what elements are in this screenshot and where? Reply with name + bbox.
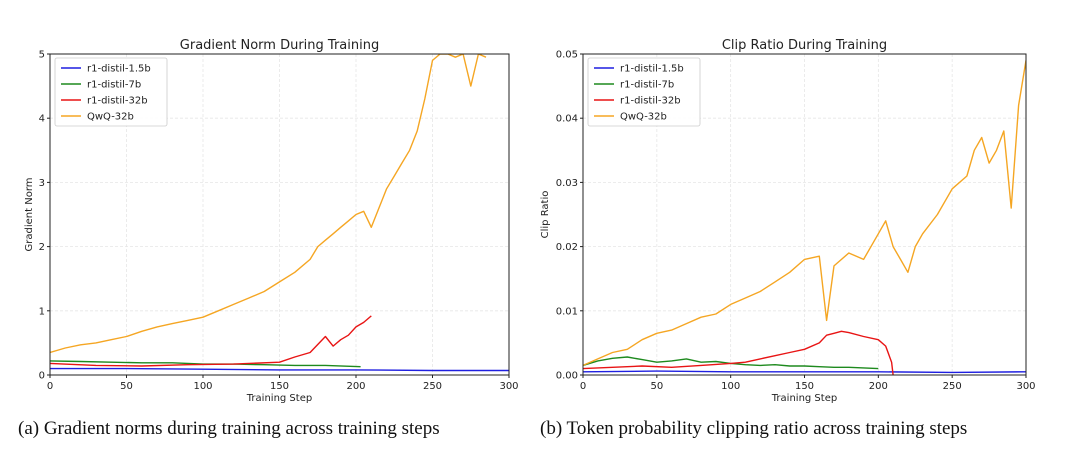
series-line-r1-distil-1-5b <box>583 370 1026 374</box>
y-tick-label: 5 <box>39 50 45 61</box>
x-tick-label: 300 <box>1016 381 1035 392</box>
series-line-qwq-32b <box>50 54 487 354</box>
x-axis-label: Training Step <box>246 393 312 404</box>
y-axis-label: Gradient Norm <box>24 178 35 252</box>
y-tick-label: 0.03 <box>556 178 578 189</box>
y-tick-label: 1 <box>39 306 45 317</box>
legend-label: QwQ-32b <box>87 112 134 123</box>
x-tick-label: 300 <box>499 381 518 392</box>
chart-title: Clip Ratio During Training <box>722 38 887 53</box>
x-tick-label: 250 <box>423 381 442 392</box>
chart-title: Gradient Norm During Training <box>180 38 379 53</box>
legend-label: r1-distil-32b <box>620 96 681 107</box>
x-tick-label: 0 <box>47 381 53 392</box>
y-tick-label: 0.05 <box>556 50 578 61</box>
x-tick-label: 150 <box>270 381 289 392</box>
x-tick-label: 50 <box>120 381 133 392</box>
legend-label: r1-distil-7b <box>87 80 141 91</box>
caption-b: (b) Token probability clipping ratio acr… <box>540 418 968 439</box>
x-tick-label: 0 <box>580 381 586 392</box>
legend-label: r1-distil-1.5b <box>87 64 151 75</box>
legend-label: r1-distil-7b <box>620 80 674 91</box>
series-line-r1-distil-1-5b <box>50 367 509 372</box>
x-tick-label: 250 <box>943 381 962 392</box>
chart-gradient-norm: 0 50 100 150 200 250 300 0 1 2 3 4 5 Gradient Norm Du… <box>24 38 519 404</box>
y-tick-label: 0.01 <box>556 306 578 317</box>
series-line-qwq-32b <box>583 60 1026 367</box>
y-tick-label: 0.04 <box>556 114 578 125</box>
y-tick-label: 0.02 <box>556 242 578 253</box>
x-axis-label: Training Step <box>771 393 837 404</box>
series-line-r1-distil-32b <box>583 330 894 375</box>
y-tick-label: 2 <box>39 242 45 253</box>
y-tick-label: 3 <box>39 178 45 189</box>
x-tick-label: 100 <box>193 381 212 392</box>
legend: r1-distil-1.5b r1-distil-7b r1-distil-32b Q… <box>587 57 701 127</box>
legend-label: QwQ-32b <box>620 112 667 123</box>
y-tick-label: 4 <box>39 114 45 125</box>
y-tick-label: 0 <box>39 371 45 382</box>
x-tick-label: 50 <box>650 381 663 392</box>
chart-clip-ratio: 0 50 100 150 200 250 300 0.00 0.01 0.02 0.03 0.04 0.… <box>540 38 1036 404</box>
series-line-r1-distil-32b <box>50 315 372 367</box>
x-tick-label: 200 <box>869 381 888 392</box>
caption-a: (a) Gradient norms during training acros… <box>18 418 440 439</box>
legend: r1-distil-1.5b r1-distil-7b r1-distil-32b Q… <box>54 57 168 127</box>
y-tick-label: 0.00 <box>556 371 578 382</box>
legend-label: r1-distil-1.5b <box>620 64 684 75</box>
x-tick-label: 150 <box>795 381 814 392</box>
x-tick-label: 100 <box>721 381 740 392</box>
x-tick-label: 200 <box>346 381 365 392</box>
legend-label: r1-distil-32b <box>87 96 148 107</box>
legend-box <box>587 57 701 127</box>
legend-box <box>54 57 168 127</box>
y-axis-label: Clip Ratio <box>540 191 551 239</box>
